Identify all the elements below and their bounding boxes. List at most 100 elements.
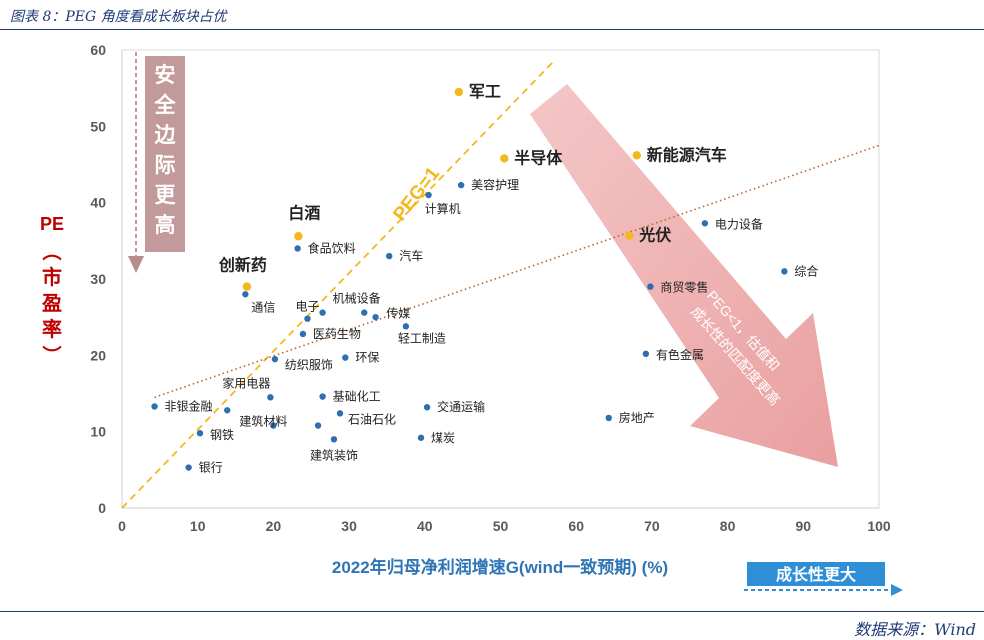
sector-point xyxy=(319,393,326,400)
x-tick-label: 60 xyxy=(568,518,584,534)
x-tick-label: 100 xyxy=(867,518,891,534)
x-tick-label: 10 xyxy=(190,518,206,534)
growth-match-arrow xyxy=(530,84,838,467)
point-label: 石油石化 xyxy=(348,412,396,426)
point-label: 通信 xyxy=(251,300,275,314)
y-tick-label: 30 xyxy=(90,271,106,287)
y-tick-label: 60 xyxy=(90,42,106,58)
safety-arrow-head xyxy=(128,256,144,273)
sector-point xyxy=(319,309,326,316)
point-label: 食品饮料 xyxy=(308,240,356,255)
point-label: 基础化工 xyxy=(333,390,381,404)
point-label: 计算机 xyxy=(425,201,461,216)
sector-point xyxy=(425,191,432,199)
point-label: 创新药 xyxy=(218,256,267,275)
point-label: 白酒 xyxy=(288,203,320,222)
safety-margin-char: 安 xyxy=(155,63,176,87)
figure-caption: 图表 8：PEG 角度看成长板块占优 xyxy=(10,9,227,25)
point-label: 房地产 xyxy=(619,410,655,425)
point-label: 光伏 xyxy=(638,225,671,244)
growth-box xyxy=(747,562,885,586)
x-tick-label: 30 xyxy=(341,518,357,534)
point-label: 煤炭 xyxy=(431,431,455,445)
point-label: 钢铁 xyxy=(210,428,234,442)
safety-margin-char: 高 xyxy=(155,213,176,237)
sector-point xyxy=(342,354,349,361)
peg-1-line xyxy=(121,60,555,509)
safety-margin-char: 际 xyxy=(155,154,176,177)
sector-point xyxy=(304,315,311,322)
point-label: 综合 xyxy=(794,263,818,278)
sector-point xyxy=(701,220,709,227)
x-tick-label: 20 xyxy=(266,518,282,534)
sector-point xyxy=(224,407,231,414)
x-tick-label: 50 xyxy=(493,518,509,534)
safety-margin-char: 全 xyxy=(154,93,177,117)
point-label: 环保 xyxy=(355,351,379,365)
point-label: 电子 xyxy=(295,300,319,314)
sector-point xyxy=(423,404,431,411)
x-axis-title: 2022年归母净利润增速G(wind一致预期) (%) xyxy=(332,557,668,577)
point-label: 建筑材料 xyxy=(239,414,287,429)
y-axis-subtitle: ︵市盈率︶ xyxy=(41,242,62,367)
point-label: 轻工制造 xyxy=(398,331,446,345)
point-label: 新能源汽车 xyxy=(647,145,727,164)
sector-point xyxy=(185,464,192,471)
point-label: 银行 xyxy=(199,461,223,475)
sector-point xyxy=(642,350,650,358)
sector-point xyxy=(267,394,274,401)
sector-point xyxy=(336,410,344,417)
y-tick-label: 0 xyxy=(98,500,106,516)
sector-point xyxy=(386,252,393,260)
point-label: 交通运输 xyxy=(437,399,485,414)
highlight-point xyxy=(294,232,303,241)
point-label: 传媒 xyxy=(386,306,410,321)
sector-point xyxy=(372,313,379,321)
sector-point xyxy=(647,283,654,290)
sector-point xyxy=(781,268,788,275)
trend-line xyxy=(154,144,880,399)
sector-point xyxy=(294,245,301,252)
x-tick-label: 90 xyxy=(796,518,812,534)
sector-point xyxy=(605,414,612,422)
point-label: 机械设备 xyxy=(333,291,381,306)
point-label: 有色金属 xyxy=(656,347,704,362)
point-label: 纺织服饰 xyxy=(285,358,333,372)
point-label: 美容护理 xyxy=(471,177,519,192)
growth-arrow-head xyxy=(891,584,903,596)
safety-margin-box xyxy=(145,56,185,252)
sector-point xyxy=(457,181,465,189)
y-tick-label: 20 xyxy=(90,347,106,363)
highlight-point xyxy=(632,151,641,160)
growth-box-label: 成长性更大 xyxy=(776,565,856,584)
y-tick-label: 10 xyxy=(90,424,106,440)
point-label: 家用电器 xyxy=(222,375,270,390)
sector-point xyxy=(271,355,279,363)
point-label: 电力设备 xyxy=(715,217,763,231)
sector-point xyxy=(242,291,249,298)
sector-point xyxy=(417,434,425,441)
bottom-divider xyxy=(0,611,984,612)
highlight-point xyxy=(454,87,464,97)
data-source: 数据来源：Wind xyxy=(854,620,976,639)
safety-margin-char: 边 xyxy=(155,124,177,147)
sector-point xyxy=(330,436,338,443)
highlight-point xyxy=(500,154,509,163)
point-label: 商贸零售 xyxy=(660,280,708,295)
top-divider xyxy=(0,29,984,30)
y-tick-label: 50 xyxy=(90,118,106,134)
highlight-point xyxy=(242,282,252,291)
x-tick-label: 70 xyxy=(644,518,660,534)
x-tick-label: 80 xyxy=(720,518,736,534)
point-label: 非银金融 xyxy=(165,398,213,413)
x-tick-label: 0 xyxy=(118,518,126,534)
sector-point xyxy=(151,403,158,410)
sector-point xyxy=(402,323,410,330)
sector-point xyxy=(361,309,368,316)
sector-point xyxy=(299,330,307,338)
highlight-point xyxy=(624,231,634,240)
point-label: 医药生物 xyxy=(313,327,361,341)
sector-point xyxy=(270,422,277,429)
x-tick-label: 40 xyxy=(417,518,433,534)
